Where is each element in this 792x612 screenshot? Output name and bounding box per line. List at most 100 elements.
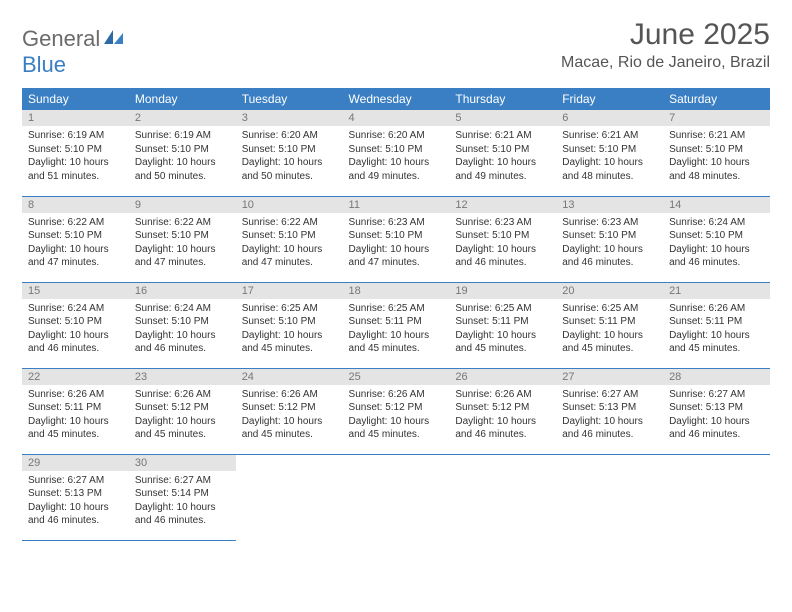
calendar-row: 29Sunrise: 6:27 AMSunset: 5:13 PMDayligh…	[22, 454, 770, 540]
day-cell: 9Sunrise: 6:22 AMSunset: 5:10 PMDaylight…	[129, 196, 236, 282]
weekday-header: Tuesday	[236, 88, 343, 110]
day-number: 16	[129, 283, 236, 299]
day-number: 10	[236, 197, 343, 213]
month-title: June 2025	[561, 18, 770, 52]
weekday-header: Friday	[556, 88, 663, 110]
day-number: 3	[236, 110, 343, 126]
day-info: Sunrise: 6:20 AMSunset: 5:10 PMDaylight:…	[343, 126, 450, 187]
day-info: Sunrise: 6:24 AMSunset: 5:10 PMDaylight:…	[129, 299, 236, 360]
day-cell: 1Sunrise: 6:19 AMSunset: 5:10 PMDaylight…	[22, 110, 129, 196]
day-number: 9	[129, 197, 236, 213]
empty-cell: ..	[236, 454, 343, 540]
weekday-header: Thursday	[449, 88, 556, 110]
day-cell: 12Sunrise: 6:23 AMSunset: 5:10 PMDayligh…	[449, 196, 556, 282]
day-info: Sunrise: 6:22 AMSunset: 5:10 PMDaylight:…	[236, 213, 343, 274]
day-number: 12	[449, 197, 556, 213]
day-number: 13	[556, 197, 663, 213]
day-number: 2	[129, 110, 236, 126]
day-number: 8	[22, 197, 129, 213]
brand-part2: Blue	[22, 52, 66, 77]
day-info: Sunrise: 6:25 AMSunset: 5:10 PMDaylight:…	[236, 299, 343, 360]
day-cell: 10Sunrise: 6:22 AMSunset: 5:10 PMDayligh…	[236, 196, 343, 282]
day-number: 28	[663, 369, 770, 385]
day-cell: 20Sunrise: 6:25 AMSunset: 5:11 PMDayligh…	[556, 282, 663, 368]
day-number: 27	[556, 369, 663, 385]
day-info: Sunrise: 6:23 AMSunset: 5:10 PMDaylight:…	[343, 213, 450, 274]
day-number: 6	[556, 110, 663, 126]
brand-sail-icon	[104, 26, 126, 51]
day-info: Sunrise: 6:26 AMSunset: 5:11 PMDaylight:…	[663, 299, 770, 360]
day-number: 23	[129, 369, 236, 385]
day-number: 26	[449, 369, 556, 385]
day-info: Sunrise: 6:26 AMSunset: 5:12 PMDaylight:…	[449, 385, 556, 446]
day-cell: 25Sunrise: 6:26 AMSunset: 5:12 PMDayligh…	[343, 368, 450, 454]
empty-cell: ..	[449, 454, 556, 540]
day-number: 14	[663, 197, 770, 213]
day-number: 24	[236, 369, 343, 385]
weekday-header: Sunday	[22, 88, 129, 110]
day-cell: 4Sunrise: 6:20 AMSunset: 5:10 PMDaylight…	[343, 110, 450, 196]
day-cell: 21Sunrise: 6:26 AMSunset: 5:11 PMDayligh…	[663, 282, 770, 368]
title-block: June 2025 Macae, Rio de Janeiro, Brazil	[561, 18, 770, 72]
day-number: 17	[236, 283, 343, 299]
empty-cell: ..	[663, 454, 770, 540]
location: Macae, Rio de Janeiro, Brazil	[561, 54, 770, 72]
day-cell: 7Sunrise: 6:21 AMSunset: 5:10 PMDaylight…	[663, 110, 770, 196]
day-cell: 3Sunrise: 6:20 AMSunset: 5:10 PMDaylight…	[236, 110, 343, 196]
day-cell: 8Sunrise: 6:22 AMSunset: 5:10 PMDaylight…	[22, 196, 129, 282]
day-info: Sunrise: 6:26 AMSunset: 5:12 PMDaylight:…	[343, 385, 450, 446]
day-cell: 18Sunrise: 6:25 AMSunset: 5:11 PMDayligh…	[343, 282, 450, 368]
day-info: Sunrise: 6:19 AMSunset: 5:10 PMDaylight:…	[22, 126, 129, 187]
day-info: Sunrise: 6:26 AMSunset: 5:12 PMDaylight:…	[129, 385, 236, 446]
day-number: 11	[343, 197, 450, 213]
day-info: Sunrise: 6:21 AMSunset: 5:10 PMDaylight:…	[449, 126, 556, 187]
day-cell: 28Sunrise: 6:27 AMSunset: 5:13 PMDayligh…	[663, 368, 770, 454]
day-info: Sunrise: 6:21 AMSunset: 5:10 PMDaylight:…	[556, 126, 663, 187]
day-cell: 5Sunrise: 6:21 AMSunset: 5:10 PMDaylight…	[449, 110, 556, 196]
day-info: Sunrise: 6:23 AMSunset: 5:10 PMDaylight:…	[449, 213, 556, 274]
day-cell: 23Sunrise: 6:26 AMSunset: 5:12 PMDayligh…	[129, 368, 236, 454]
day-cell: 11Sunrise: 6:23 AMSunset: 5:10 PMDayligh…	[343, 196, 450, 282]
calendar-row: 1Sunrise: 6:19 AMSunset: 5:10 PMDaylight…	[22, 110, 770, 196]
weekday-header: Saturday	[663, 88, 770, 110]
day-info: Sunrise: 6:26 AMSunset: 5:11 PMDaylight:…	[22, 385, 129, 446]
day-cell: 24Sunrise: 6:26 AMSunset: 5:12 PMDayligh…	[236, 368, 343, 454]
day-number: 5	[449, 110, 556, 126]
brand-part1: General	[22, 26, 100, 51]
day-info: Sunrise: 6:27 AMSunset: 5:13 PMDaylight:…	[22, 471, 129, 532]
day-number: 21	[663, 283, 770, 299]
day-info: Sunrise: 6:21 AMSunset: 5:10 PMDaylight:…	[663, 126, 770, 187]
day-info: Sunrise: 6:22 AMSunset: 5:10 PMDaylight:…	[129, 213, 236, 274]
brand-logo: GeneralBlue	[22, 18, 128, 78]
weekday-header: Wednesday	[343, 88, 450, 110]
day-number: 15	[22, 283, 129, 299]
day-cell: 14Sunrise: 6:24 AMSunset: 5:10 PMDayligh…	[663, 196, 770, 282]
day-number: 30	[129, 455, 236, 471]
day-info: Sunrise: 6:25 AMSunset: 5:11 PMDaylight:…	[556, 299, 663, 360]
day-cell: 6Sunrise: 6:21 AMSunset: 5:10 PMDaylight…	[556, 110, 663, 196]
day-number: 29	[22, 455, 129, 471]
weekday-header-row: Sunday Monday Tuesday Wednesday Thursday…	[22, 88, 770, 110]
day-number: 4	[343, 110, 450, 126]
empty-cell: ..	[556, 454, 663, 540]
day-cell: 27Sunrise: 6:27 AMSunset: 5:13 PMDayligh…	[556, 368, 663, 454]
day-info: Sunrise: 6:19 AMSunset: 5:10 PMDaylight:…	[129, 126, 236, 187]
day-info: Sunrise: 6:27 AMSunset: 5:13 PMDaylight:…	[663, 385, 770, 446]
day-number: 22	[22, 369, 129, 385]
calendar-table: Sunday Monday Tuesday Wednesday Thursday…	[22, 88, 770, 541]
day-info: Sunrise: 6:25 AMSunset: 5:11 PMDaylight:…	[449, 299, 556, 360]
day-info: Sunrise: 6:24 AMSunset: 5:10 PMDaylight:…	[22, 299, 129, 360]
day-cell: 29Sunrise: 6:27 AMSunset: 5:13 PMDayligh…	[22, 454, 129, 540]
day-cell: 16Sunrise: 6:24 AMSunset: 5:10 PMDayligh…	[129, 282, 236, 368]
day-info: Sunrise: 6:22 AMSunset: 5:10 PMDaylight:…	[22, 213, 129, 274]
calendar-row: 22Sunrise: 6:26 AMSunset: 5:11 PMDayligh…	[22, 368, 770, 454]
day-number: 7	[663, 110, 770, 126]
day-cell: 17Sunrise: 6:25 AMSunset: 5:10 PMDayligh…	[236, 282, 343, 368]
day-info: Sunrise: 6:20 AMSunset: 5:10 PMDaylight:…	[236, 126, 343, 187]
day-cell: 13Sunrise: 6:23 AMSunset: 5:10 PMDayligh…	[556, 196, 663, 282]
day-info: Sunrise: 6:26 AMSunset: 5:12 PMDaylight:…	[236, 385, 343, 446]
day-info: Sunrise: 6:23 AMSunset: 5:10 PMDaylight:…	[556, 213, 663, 274]
day-cell: 26Sunrise: 6:26 AMSunset: 5:12 PMDayligh…	[449, 368, 556, 454]
header: GeneralBlue June 2025 Macae, Rio de Jane…	[22, 18, 770, 78]
day-number: 18	[343, 283, 450, 299]
